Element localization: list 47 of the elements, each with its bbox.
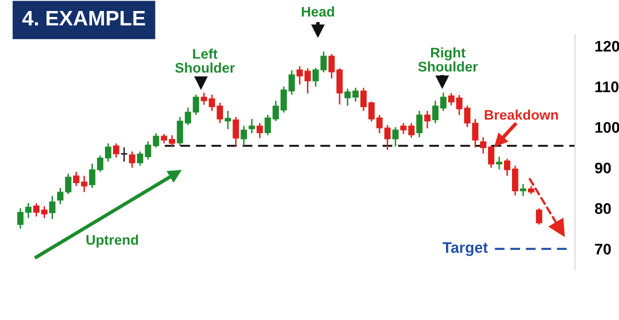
candlestick [336, 68, 343, 106]
candlestick [408, 122, 415, 138]
y-tick-label: 80 [594, 203, 611, 214]
candlestick [352, 87, 359, 102]
candlestick [168, 134, 176, 147]
candlestick [232, 116, 239, 148]
candlestick [176, 116, 184, 146]
candlestick [256, 122, 263, 139]
candlestick [192, 94, 200, 116]
candlestick [200, 92, 208, 106]
candlestick [328, 53, 335, 80]
candlestick [184, 106, 192, 126]
candlestick [49, 195, 56, 220]
candlestick [392, 126, 399, 148]
candlestick [496, 156, 502, 170]
candlestick [360, 87, 367, 112]
candlestick [120, 146, 128, 162]
candlestick [368, 100, 375, 122]
candlestick [424, 110, 431, 130]
y-tick-label: 120 [595, 40, 619, 52]
y-tick-label: 90 [594, 162, 611, 174]
candlestick [152, 132, 160, 148]
annotation: Uptrend [86, 234, 138, 248]
ref-line-label: Target [442, 242, 488, 256]
annotation: Left Shoulder [175, 48, 235, 73]
y-tick-label: 100 [595, 122, 619, 133]
annotation: Right Shoulder [418, 47, 478, 72]
text: Head [302, 6, 334, 17]
candlestick [160, 133, 168, 144]
candlestick [400, 122, 407, 135]
candlestick [384, 124, 391, 151]
candlestick [112, 142, 120, 158]
candlestick [136, 150, 144, 166]
annotation: Breakdown [484, 110, 558, 120]
candlestick [376, 114, 383, 134]
candlestick [536, 208, 542, 226]
y-tick-label: 110 [595, 81, 618, 92]
candlestick [520, 183, 526, 197]
y-tick-label: 70 [595, 244, 611, 255]
candlestick [248, 118, 255, 134]
candlestick [128, 150, 136, 168]
candlestick [416, 110, 423, 138]
chart-title: 4. EXAMPLE [22, 11, 146, 26]
candlestick [144, 140, 152, 160]
candlestick [240, 125, 247, 146]
candlestick [344, 88, 351, 106]
candlestick [224, 110, 232, 130]
